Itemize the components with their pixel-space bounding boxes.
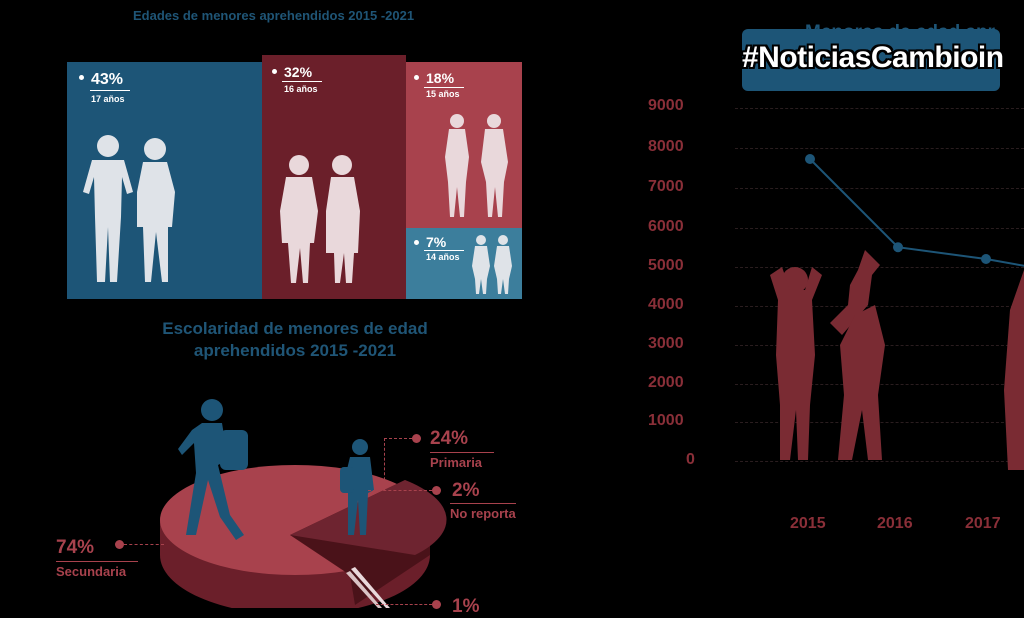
teen-silhouettes-icon (280, 155, 360, 283)
secundaria-pct: 74% (56, 537, 95, 558)
bullet-icon (79, 75, 84, 80)
dot-marker-icon (432, 600, 441, 609)
arrest-silhouette-icon (770, 250, 885, 460)
y-tick: 7000 (648, 178, 684, 195)
y-tick: 9000 (648, 97, 684, 114)
x-tick: 2017 (965, 515, 1001, 532)
bullet-icon (414, 75, 419, 80)
age-label-17: 17 años (91, 94, 125, 104)
news-badge: #NoticiasCambioin (742, 29, 1004, 91)
y-tick: 5000 (648, 257, 684, 274)
age-pct-15: 18% (426, 70, 455, 86)
primaria-label: Primaria (430, 455, 483, 470)
ages-title: Edades de menores aprehendidos 2015 -202… (133, 8, 415, 23)
trend-point (981, 254, 991, 265)
noreporta-pct: 2% (452, 480, 480, 501)
news-badge-text: #NoticiasCambioin (742, 41, 1004, 74)
dot-marker-icon (115, 540, 124, 549)
standing-student-icon (340, 439, 374, 535)
bullet-icon (414, 240, 419, 245)
secundaria-label: Secundaria (56, 564, 127, 579)
y-tick: 0 (686, 451, 695, 468)
teen-silhouettes-icon (445, 114, 508, 217)
y-tick: 1000 (648, 412, 684, 429)
age-block-16: 32% 16 años (262, 55, 406, 299)
age-label-15: 15 años (426, 89, 460, 99)
bullet-icon (272, 69, 277, 74)
y-tick: 4000 (648, 296, 684, 313)
teen-silhouettes-icon (83, 135, 175, 282)
dot-marker-icon (412, 434, 421, 443)
age-pct-16: 32% (284, 64, 313, 80)
schooling-pie (160, 399, 447, 608)
x-tick: 2015 (790, 515, 826, 532)
age-label-16: 16 años (284, 84, 318, 94)
x-tick: 2016 (877, 515, 913, 532)
y-tick: 6000 (648, 218, 684, 235)
age-block-14: 7% 14 años (406, 228, 522, 299)
walking-student-icon (178, 399, 248, 540)
y-tick: 8000 (648, 138, 684, 155)
partial-silhouette-icon (1004, 270, 1024, 470)
age-label-14: 14 años (426, 252, 460, 262)
age-pct-14: 7% (426, 234, 447, 250)
trend-point (805, 153, 815, 164)
trend-series-line (809, 158, 1024, 267)
age-block-17: 43% 17 años (67, 62, 262, 299)
age-pct-17: 43% (91, 71, 124, 88)
trend-point (893, 242, 903, 253)
schooling-title: Escolaridad de menores de edad aprehendi… (162, 319, 428, 360)
y-tick: 2000 (648, 374, 684, 391)
y-tick: 3000 (648, 335, 684, 352)
teen-silhouettes-icon (472, 235, 512, 294)
noreporta-label: No reporta (450, 506, 516, 521)
dot-marker-icon (432, 486, 441, 495)
primaria-pct: 24% (430, 428, 469, 449)
age-block-15: 18% 15 años (406, 62, 522, 228)
